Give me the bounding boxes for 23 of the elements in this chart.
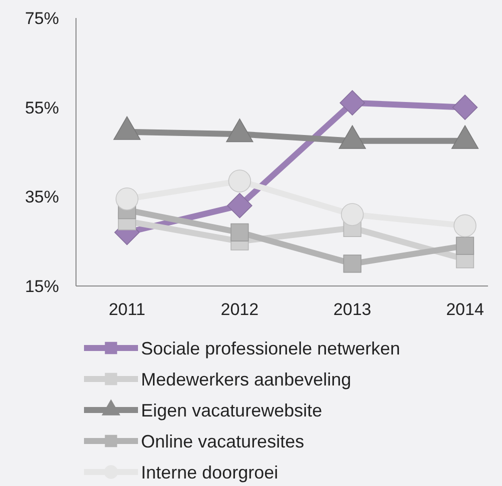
point [230,223,249,242]
y-tick-label: 75% [24,8,59,28]
y-tick-label: 55% [24,98,59,118]
x-tick-label: 2011 [108,300,146,319]
point [340,90,365,116]
point [456,236,474,255]
y-tick-label: 15% [24,276,59,296]
legend-label: Sociale professionele netwerken [141,338,400,358]
legend-label: Interne doorgroei [141,462,278,482]
legend-label: Eigen vacaturewebsite [141,400,322,420]
point [343,254,362,273]
point [227,192,252,218]
point [454,214,476,238]
x-tick-label: 2014 [446,300,484,319]
point [228,170,252,192]
x-tick-label: 2013 [333,300,372,319]
point [116,188,138,210]
y-tick-label: 35% [24,188,59,207]
x-tick-label: 2012 [220,300,259,319]
point [340,203,364,226]
legend-label: Medewerkers aanbeveling [141,369,352,390]
point [452,94,478,120]
legend-label: Online vacaturesites [141,431,304,452]
